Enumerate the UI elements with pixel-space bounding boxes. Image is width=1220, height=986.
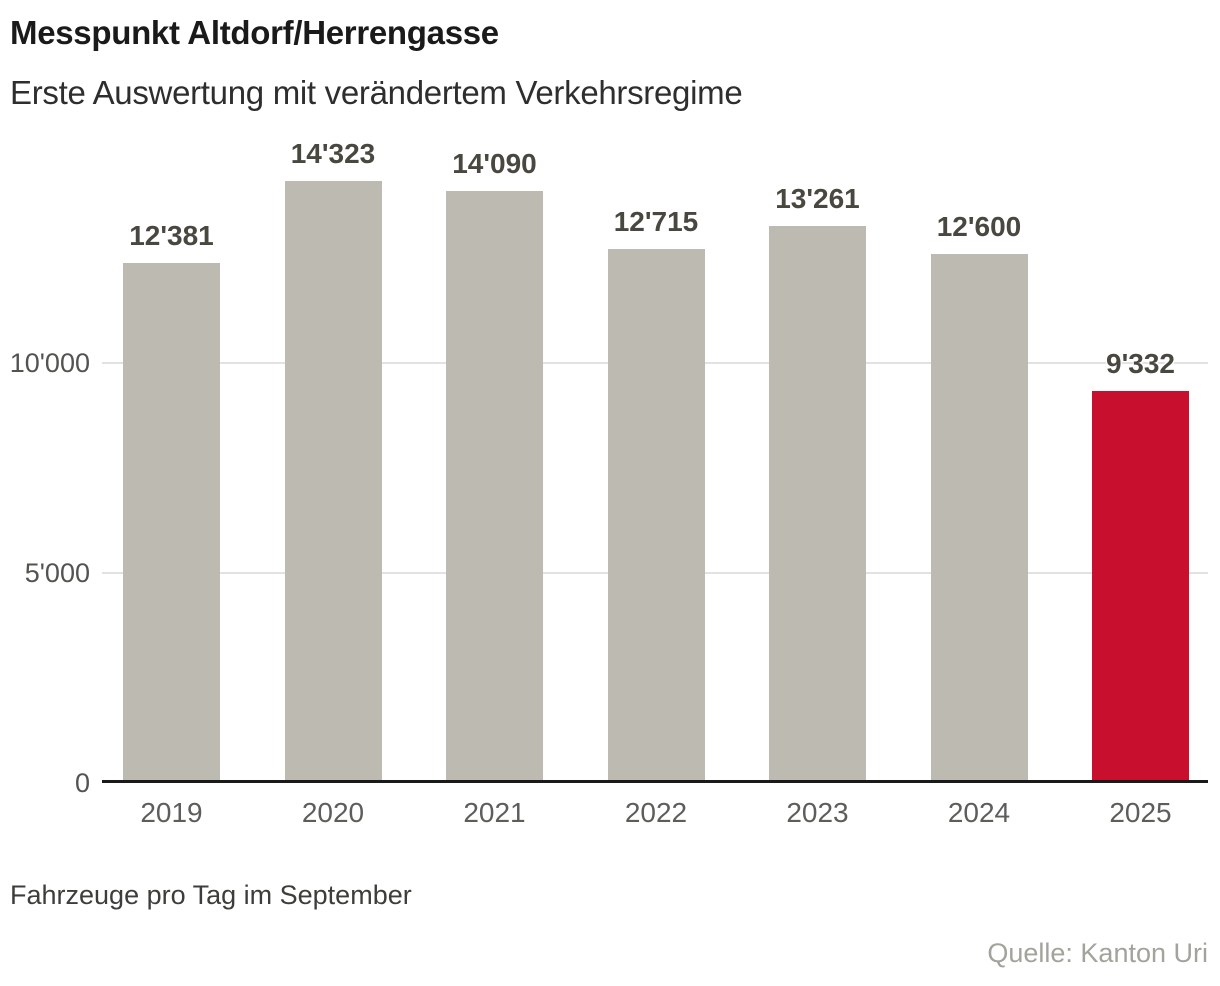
bar-value-label: 12'715: [613, 205, 699, 237]
x-axis-label: 2024: [947, 797, 1011, 828]
chart-footnote: Fahrzeuge pro Tag im September: [10, 880, 412, 910]
bar-value-label: 12'381: [129, 219, 214, 251]
chart-subtitle: Erste Auswertung mit verändertem Verkehr…: [10, 74, 743, 111]
bar: [607, 248, 705, 783]
bar: [1092, 391, 1189, 783]
bar-value-label: 12'600: [936, 210, 1022, 242]
x-axis-label: 2025: [1109, 797, 1172, 828]
y-axis-label: 5'000: [24, 558, 90, 588]
x-axis-label: 2021: [463, 797, 526, 828]
y-axis-label: 0: [74, 768, 90, 798]
x-axis-label: 2022: [624, 797, 688, 828]
x-axis-label: 2023: [786, 797, 849, 828]
bar: [284, 181, 382, 783]
bar: [930, 253, 1028, 783]
y-axis-label: 10'000: [9, 348, 90, 378]
x-axis-label: 2020: [301, 797, 365, 828]
chart-title: Messpunkt Altdorf/Herrengasse: [10, 14, 499, 51]
bar: [769, 226, 866, 783]
chart-source: Quelle: Kanton Uri: [987, 938, 1208, 968]
bar: [123, 262, 220, 783]
bar-value-label: 14'323: [290, 138, 376, 170]
bar-value-label: 9'332: [1106, 348, 1175, 380]
x-axis-label: 2019: [140, 797, 203, 828]
x-axis-line: [102, 780, 1208, 783]
bar-value-label: 14'090: [452, 148, 537, 180]
bar-value-label: 13'261: [775, 183, 860, 215]
bar: [446, 191, 543, 783]
